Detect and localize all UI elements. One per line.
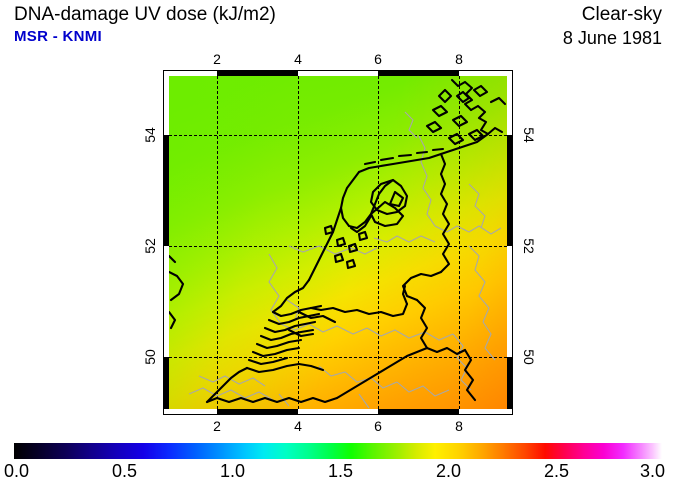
axis-label-bottom-lon-6: 6 (374, 418, 382, 434)
axis-label-right-lat-50: 50 (520, 349, 537, 365)
coastline-group (169, 78, 507, 404)
colorbar-tick-6: 3.0 (640, 461, 666, 481)
axis-label-top-lon-4: 4 (294, 51, 302, 67)
colorbar-tick-4: 2.0 (436, 461, 462, 481)
colorbar-tick-5: 2.5 (544, 461, 570, 481)
colorbar-tick-0: 0.0 (4, 461, 30, 481)
institution-label: MSR - KNMI (14, 28, 102, 45)
axis-label-right-lat-54: 54 (520, 127, 537, 143)
sky-condition-label: Clear-sky (581, 4, 662, 25)
internal-borders-group (188, 111, 502, 409)
colorbar (14, 443, 662, 459)
axis-band-bottom (169, 409, 507, 414)
map-frame (163, 70, 513, 415)
colorbar-gradient (14, 443, 662, 459)
axis-label-left-lat-52: 52 (141, 238, 158, 254)
date-label: 8 June 1981 (562, 28, 662, 48)
axis-label-bottom-lon-2: 2 (213, 418, 221, 434)
map-vector-overlay (169, 78, 507, 409)
axis-label-bottom-lon-8: 8 (455, 418, 463, 434)
axis-label-left-lat-50: 50 (141, 349, 158, 365)
axis-label-left-lat-54: 54 (141, 127, 158, 143)
axis-band-right (507, 76, 512, 409)
map-plot-panel (163, 70, 513, 415)
colorbar-tick-2: 1.0 (220, 461, 246, 481)
map-surface (169, 76, 507, 409)
axis-label-top-lon-8: 8 (455, 51, 463, 67)
axis-band-top (169, 71, 507, 76)
axis-label-bottom-lon-4: 4 (294, 418, 302, 434)
axis-label-top-lon-2: 2 (213, 51, 221, 67)
colorbar-tick-1: 0.5 (112, 461, 138, 481)
axis-label-right-lat-52: 52 (520, 238, 537, 254)
axis-band-left (164, 76, 169, 409)
colorbar-tick-3: 1.5 (328, 461, 354, 481)
axis-label-top-lon-6: 6 (374, 51, 382, 67)
page-title: DNA-damage UV dose (kJ/m2) (14, 4, 276, 25)
